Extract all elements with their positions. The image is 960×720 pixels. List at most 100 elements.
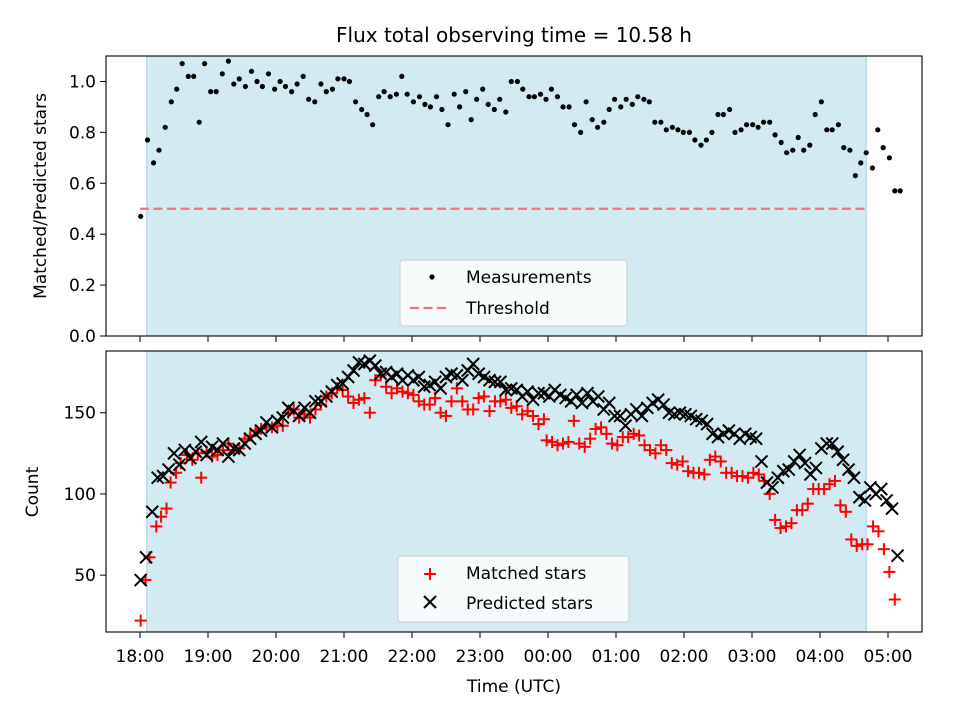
predicted-star-point bbox=[575, 396, 589, 410]
measurement-point bbox=[863, 150, 869, 156]
matched-star-point bbox=[445, 395, 458, 408]
matched-star-point bbox=[861, 538, 874, 551]
measurement-point bbox=[248, 68, 255, 74]
measurement-point bbox=[497, 96, 503, 102]
matched-star-point bbox=[478, 390, 491, 403]
matched-star-point bbox=[600, 427, 613, 440]
measurement-point bbox=[457, 104, 463, 110]
count-points bbox=[133, 354, 905, 627]
x-tick-label: 21:00 bbox=[320, 647, 369, 667]
x-tick-label: 18:00 bbox=[116, 647, 165, 667]
measurement-point bbox=[503, 109, 509, 115]
measurement-point bbox=[191, 73, 197, 79]
measurement-point bbox=[738, 127, 744, 133]
matched-star-point bbox=[407, 388, 420, 401]
measurement-point bbox=[595, 124, 601, 130]
measurement-point bbox=[818, 99, 825, 105]
top-y-tick-label: 0.4 bbox=[69, 225, 96, 245]
predicted-star-point bbox=[199, 448, 214, 462]
predicted-star-point bbox=[433, 381, 448, 396]
measurement-point bbox=[491, 106, 497, 113]
matched-star-point bbox=[401, 387, 414, 400]
predicted-star-point bbox=[292, 409, 306, 423]
top-y-tick-label: 0.8 bbox=[69, 123, 96, 143]
measurement-point bbox=[265, 71, 272, 77]
measurement-point bbox=[680, 129, 686, 135]
x-tick-label: 00:00 bbox=[524, 647, 573, 667]
matched-star-point bbox=[527, 409, 540, 422]
measurement-point bbox=[623, 96, 629, 102]
measurement-point bbox=[767, 119, 773, 125]
top-legend: Measurements Threshold bbox=[399, 259, 628, 327]
measurement-point bbox=[353, 99, 359, 105]
measurement-point bbox=[750, 122, 756, 128]
predicted-star-point bbox=[890, 548, 905, 563]
measurement-point bbox=[289, 89, 295, 95]
measurement-point bbox=[433, 94, 440, 100]
measurement-point bbox=[393, 91, 399, 97]
x-tick-label: 03:00 bbox=[728, 647, 777, 667]
matched-star-point bbox=[747, 466, 760, 479]
measurement-point bbox=[531, 94, 538, 100]
measurement-point bbox=[829, 127, 835, 133]
predicted-star-point bbox=[455, 373, 470, 387]
measurement-point bbox=[242, 83, 248, 90]
measurement-point bbox=[179, 61, 185, 67]
predicted-star-point bbox=[580, 386, 595, 400]
measurement-point bbox=[346, 78, 352, 85]
measurement-point bbox=[784, 150, 790, 156]
measurement-point bbox=[185, 73, 191, 79]
predicted-star-point bbox=[133, 573, 148, 587]
measurement-point bbox=[514, 78, 521, 85]
predicted-star-point bbox=[493, 375, 508, 389]
measurement-point bbox=[318, 81, 324, 87]
bottom-legend: Matched stars Predicted stars bbox=[397, 555, 630, 623]
x-tick-label: 04:00 bbox=[796, 647, 845, 667]
measurement-point bbox=[399, 73, 405, 79]
measurement-point bbox=[801, 147, 807, 153]
measurement-point bbox=[312, 99, 318, 105]
measurement-point bbox=[254, 78, 260, 85]
matched-star-point bbox=[676, 455, 689, 468]
measurement-point bbox=[526, 94, 532, 100]
measurement-point bbox=[294, 81, 300, 87]
matched-star-point bbox=[605, 437, 618, 450]
matched-star-point bbox=[752, 468, 765, 481]
measurement-point bbox=[646, 99, 652, 105]
measurement-point bbox=[277, 78, 283, 85]
top-y-tick-label: 0.0 bbox=[69, 327, 96, 347]
matched-stars-legend-label: Matched stars bbox=[466, 564, 586, 584]
measurement-point bbox=[892, 188, 898, 194]
measurement-point bbox=[663, 127, 669, 133]
predicted-star-point bbox=[607, 409, 622, 423]
matched-star-point bbox=[660, 444, 673, 457]
measurement-point bbox=[272, 86, 278, 92]
measurement-point bbox=[174, 86, 180, 92]
measurement-point bbox=[566, 104, 572, 110]
x-tick-label: 20:00 bbox=[252, 647, 301, 667]
top-y-tick-label: 0.2 bbox=[69, 276, 96, 296]
measurement-point bbox=[445, 122, 451, 128]
matched-star-point bbox=[785, 517, 798, 530]
matched-star-point bbox=[537, 413, 550, 426]
matched-star-point bbox=[595, 421, 608, 434]
matched-star-point bbox=[567, 414, 580, 427]
measurement-point bbox=[335, 76, 341, 82]
measurement-point bbox=[537, 91, 544, 97]
predicted-star-point bbox=[466, 357, 480, 371]
predicted-star-point bbox=[885, 501, 899, 516]
top-legend-box bbox=[399, 259, 628, 327]
matched-star-point bbox=[494, 395, 507, 408]
measurement-point bbox=[404, 91, 410, 97]
measurement-point bbox=[875, 127, 881, 133]
matched-star-point bbox=[736, 470, 749, 483]
matched-star-point bbox=[363, 406, 376, 419]
measurement-point bbox=[761, 119, 767, 125]
x-tick-label: 22:00 bbox=[388, 647, 437, 667]
predicted-star-point bbox=[412, 370, 426, 384]
measurement-point bbox=[583, 99, 589, 105]
predicted-star-point bbox=[194, 435, 208, 449]
matched-star-point bbox=[692, 466, 705, 479]
x-tick-label: 02:00 bbox=[660, 647, 709, 667]
